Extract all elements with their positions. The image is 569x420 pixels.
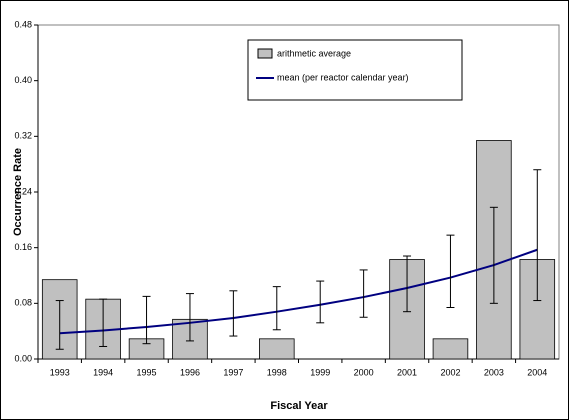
error-bar	[272, 286, 281, 331]
y-tick-label: 0.24	[14, 186, 32, 196]
error-bar	[99, 298, 108, 347]
y-tick-label: 0.40	[14, 75, 32, 85]
x-tick-label: 2003	[484, 367, 504, 377]
x-tick-label: 1994	[93, 367, 113, 377]
y-axis-title: Occurrence Rate	[12, 148, 24, 236]
x-tick-label: 1995	[137, 367, 157, 377]
bar	[259, 338, 295, 360]
error-bar	[55, 300, 64, 350]
x-tick-label: 1997	[223, 367, 243, 377]
error-bar	[446, 234, 455, 309]
legend-label: mean (per reactor calendar year)	[277, 72, 409, 82]
x-tick-label: 2000	[354, 367, 374, 377]
error-bar	[229, 290, 238, 337]
legend-label: arithmetic average	[277, 48, 351, 58]
error-bar	[142, 295, 151, 345]
y-tick-label: 0.48	[14, 19, 32, 29]
x-tick-label: 1999	[310, 367, 330, 377]
error-bar	[403, 255, 412, 313]
x-tick-label: 1993	[50, 367, 70, 377]
error-bar	[316, 280, 325, 324]
error-bar	[185, 293, 194, 342]
mean-line	[59, 248, 538, 335]
y-tick-label: 0.08	[14, 298, 32, 308]
error-bar	[489, 206, 498, 304]
x-tick-label: 1998	[267, 367, 287, 377]
x-tick-label: 2001	[397, 367, 417, 377]
bar	[432, 338, 469, 360]
x-tick-label: 2002	[440, 367, 460, 377]
legend-box	[247, 39, 463, 101]
x-tick-label: 2004	[527, 367, 547, 377]
x-tick-label: 1996	[180, 367, 200, 377]
error-bar	[533, 169, 542, 302]
x-axis-title: Fiscal Year	[270, 400, 328, 412]
y-tick-label: 0.00	[14, 353, 32, 363]
y-tick-label: 0.32	[14, 131, 32, 141]
error-bar	[359, 269, 368, 318]
y-tick-label: 0.16	[14, 242, 32, 252]
legend-swatch	[257, 48, 273, 59]
